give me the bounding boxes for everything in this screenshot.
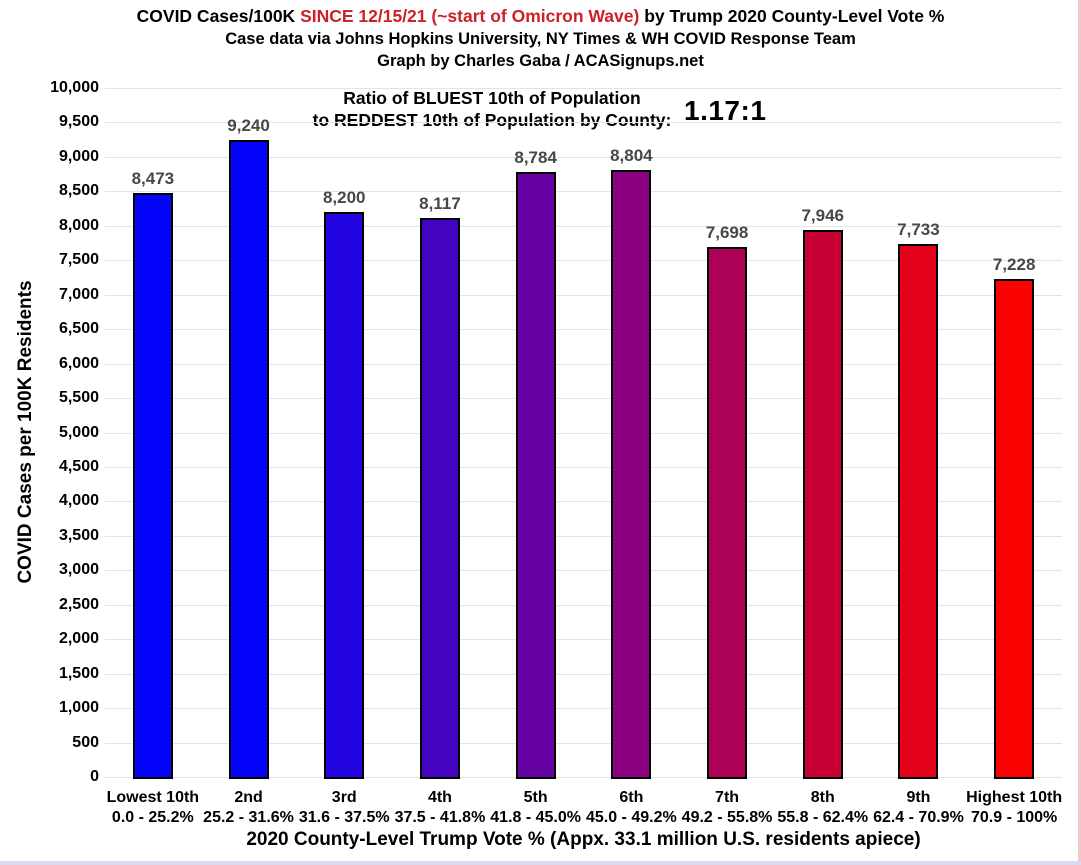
x-category-name: Highest 10th bbox=[966, 789, 1063, 806]
bar bbox=[707, 246, 748, 779]
bar bbox=[324, 212, 365, 779]
x-category-name: 3rd bbox=[331, 789, 357, 806]
x-category-range: 31.6 - 37.5% bbox=[298, 809, 390, 826]
gridline bbox=[105, 639, 1062, 641]
x-category-name: 7th bbox=[715, 789, 740, 806]
y-tick-label: 5,000 bbox=[58, 423, 99, 441]
frame-right-edge bbox=[1078, 0, 1081, 865]
frame-bottom-edge bbox=[0, 861, 1081, 865]
gridline bbox=[105, 329, 1062, 331]
gridline bbox=[105, 742, 1062, 744]
bar-value-label: 8,117 bbox=[419, 193, 461, 213]
y-tick-label: 9,500 bbox=[58, 113, 99, 131]
y-tick-label: 5,500 bbox=[58, 389, 99, 407]
gridline bbox=[105, 260, 1062, 262]
x-category-range: 70.9 - 100% bbox=[971, 809, 1058, 826]
y-tick-label: 0 bbox=[90, 768, 99, 785]
x-category-name: 5th bbox=[523, 789, 548, 806]
gridline bbox=[105, 122, 1062, 124]
bar-value-label: 8,200 bbox=[322, 188, 366, 208]
gridline bbox=[105, 535, 1062, 537]
y-tick-label: 1,500 bbox=[58, 664, 99, 682]
bar-value-label: 7,733 bbox=[897, 220, 940, 240]
x-category-name: 9th bbox=[906, 789, 931, 806]
x-category-name: 4th bbox=[427, 789, 452, 806]
bar bbox=[994, 278, 1035, 779]
x-category-range: 41.8 - 45.0% bbox=[490, 809, 581, 826]
gridline bbox=[105, 466, 1062, 468]
gridline bbox=[105, 673, 1062, 675]
x-category-range: 0.0 - 25.2% bbox=[111, 809, 194, 826]
gridline bbox=[105, 88, 1062, 89]
y-tick-label: 3,500 bbox=[58, 526, 99, 544]
y-tick-label: 1,000 bbox=[58, 699, 99, 717]
gridline bbox=[105, 604, 1062, 606]
ratio-annotation-line1: Ratio of BLUEST 10th of Population bbox=[343, 88, 641, 108]
bar bbox=[611, 170, 652, 779]
gridline bbox=[105, 398, 1062, 400]
bar bbox=[419, 217, 460, 779]
y-tick-label: 9,000 bbox=[58, 147, 99, 165]
y-tick-label: 6,500 bbox=[58, 320, 99, 338]
gridline bbox=[105, 225, 1062, 227]
bar-value-label: 8,804 bbox=[610, 146, 653, 166]
ratio-annotation-line2: to REDDEST 10th of Population by County: bbox=[312, 110, 672, 130]
gridline bbox=[105, 708, 1062, 710]
bar bbox=[132, 193, 173, 779]
gridline bbox=[105, 191, 1062, 193]
gridline bbox=[105, 777, 1062, 778]
gridline bbox=[105, 156, 1062, 158]
y-tick-label: 7,000 bbox=[58, 285, 99, 303]
chart-title-block: COVID Cases/100K SINCE 12/15/21 (~start … bbox=[0, 5, 1081, 72]
y-tick-label: 10,000 bbox=[50, 79, 99, 96]
x-category-name: 2nd bbox=[234, 789, 263, 806]
chart-title-part3: by Trump 2020 County-Level Vote % bbox=[639, 6, 945, 26]
gridline bbox=[105, 501, 1062, 503]
chart-title-accent: SINCE 12/15/21 (~start of Omicron Wave) bbox=[300, 6, 640, 26]
bar-value-label: 7,698 bbox=[705, 222, 749, 242]
y-tick-label: 3,000 bbox=[58, 561, 99, 579]
x-category-range: 37.5 - 41.8% bbox=[394, 809, 486, 826]
y-tick-label: 8,500 bbox=[58, 182, 99, 200]
chart-subtitle: Case data via Johns Hopkins University, … bbox=[225, 30, 856, 48]
x-category-range: 25.2 - 31.6% bbox=[203, 809, 294, 826]
x-category-range: 55.8 - 62.4% bbox=[777, 809, 869, 826]
bar bbox=[515, 171, 556, 779]
y-tick-label: 4,500 bbox=[58, 457, 99, 475]
bar bbox=[228, 140, 269, 779]
bar-value-label: 7,946 bbox=[801, 205, 845, 225]
x-axis-title: 2020 County-Level Trump Vote % (Appx. 33… bbox=[246, 829, 921, 850]
chart-title: COVID Cases/100K SINCE 12/15/21 (~start … bbox=[0, 5, 1081, 28]
y-tick-label: 2,000 bbox=[58, 630, 99, 648]
gridline bbox=[105, 432, 1062, 434]
y-tick-label: 8,000 bbox=[58, 216, 99, 234]
x-category-range: 49.2 - 55.8% bbox=[681, 809, 773, 826]
y-tick-label: 4,000 bbox=[58, 492, 99, 510]
y-tick-label: 500 bbox=[72, 733, 99, 751]
bar-value-label: 8,473 bbox=[131, 169, 175, 189]
y-tick-label: 6,000 bbox=[58, 354, 99, 372]
bar bbox=[898, 244, 939, 779]
x-category-range: 45.0 - 49.2% bbox=[585, 809, 677, 826]
y-tick-label: 2,500 bbox=[58, 595, 99, 613]
chart-credit: Graph by Charles Gaba / ACASignups.net bbox=[377, 52, 704, 70]
gridline bbox=[105, 363, 1062, 365]
x-category-name: Lowest 10th bbox=[106, 789, 200, 806]
bar-value-label: 9,240 bbox=[227, 116, 270, 136]
bar bbox=[802, 229, 843, 779]
gridline bbox=[105, 570, 1062, 572]
x-category-name: 6th bbox=[619, 789, 644, 806]
ratio-annotation: Ratio of BLUEST 10th of Population to RE… bbox=[308, 87, 676, 131]
x-category-range: 62.4 - 70.9% bbox=[873, 809, 964, 826]
gridline bbox=[105, 294, 1062, 296]
bar-value-label: 7,228 bbox=[992, 254, 1036, 274]
bar-value-label: 8,784 bbox=[514, 147, 557, 167]
y-tick-label: 7,500 bbox=[58, 251, 99, 269]
ratio-value: 1.17:1 bbox=[684, 95, 767, 126]
chart-title-part1: COVID Cases/100K bbox=[136, 6, 301, 26]
x-category-name: 8th bbox=[810, 789, 835, 806]
